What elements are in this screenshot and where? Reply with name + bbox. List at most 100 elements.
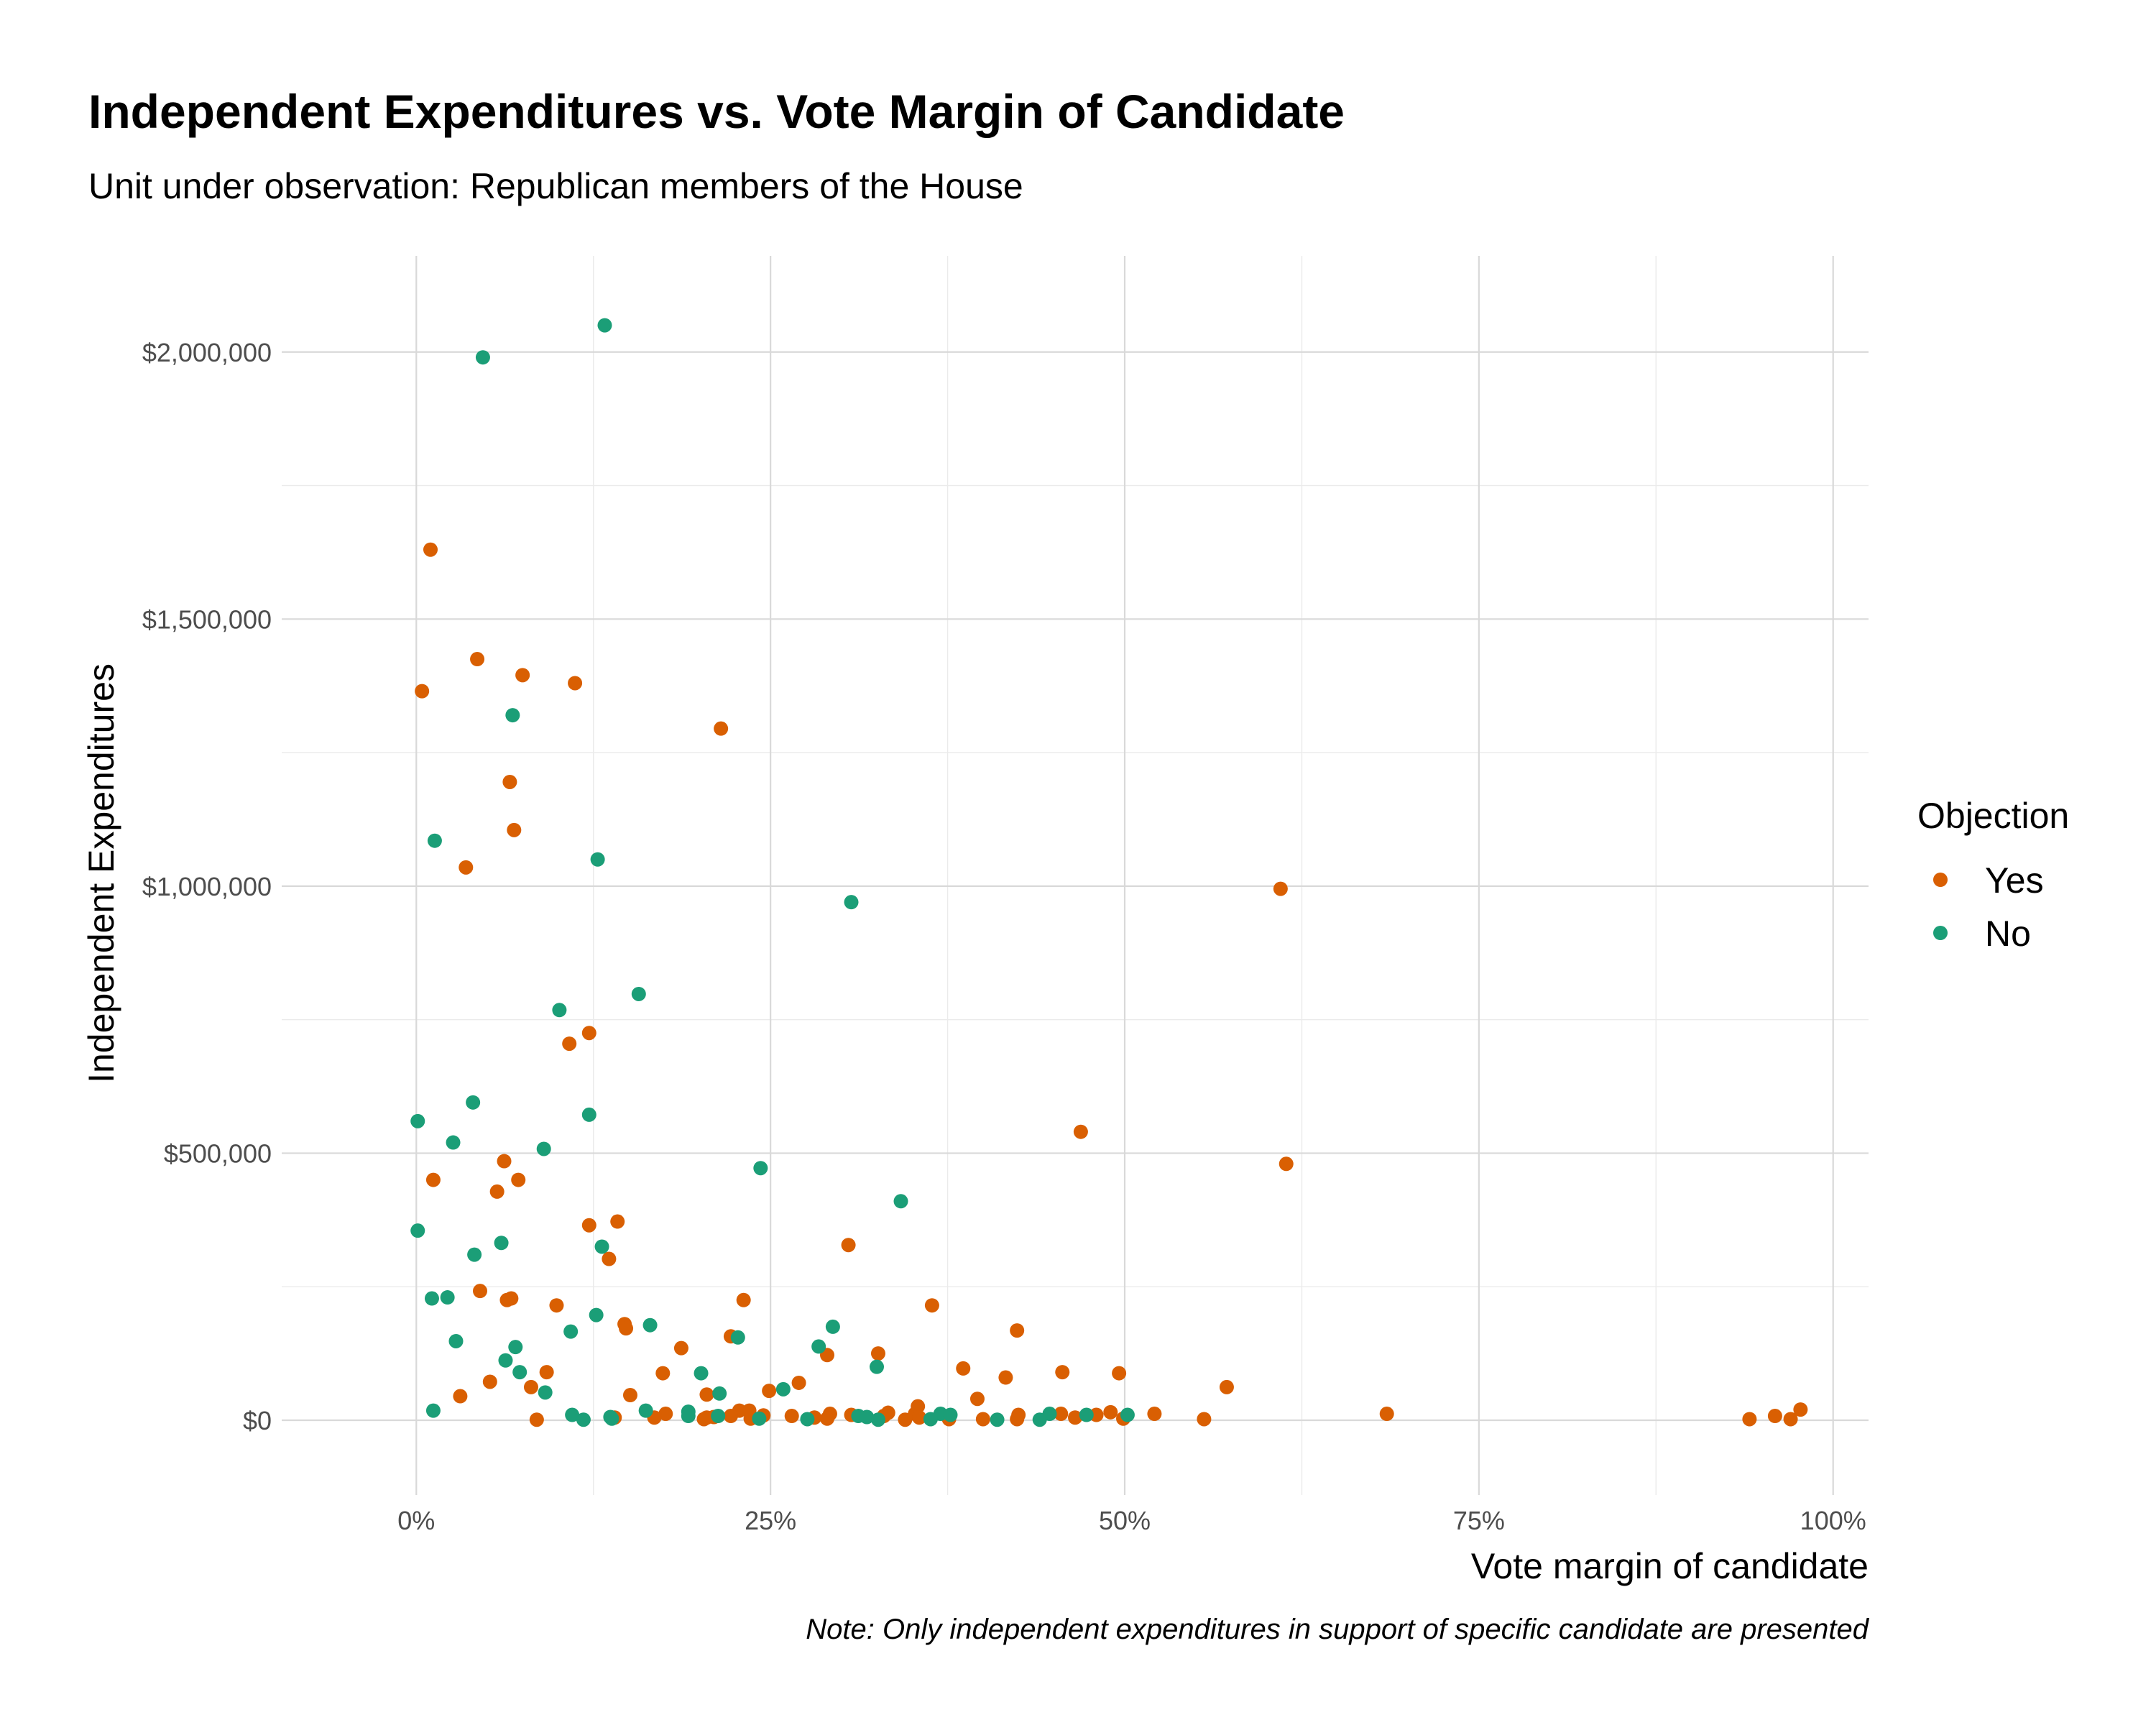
y-tick-label: $2,000,000 — [142, 338, 272, 367]
legend: Objection Yes No — [1917, 796, 2069, 954]
scatter-point-yes — [523, 1379, 538, 1394]
scatter-point-no — [594, 1239, 609, 1254]
scatter-point-yes — [736, 1292, 751, 1307]
scatter-point-no — [425, 1403, 441, 1418]
scatter-point-yes — [473, 1284, 487, 1299]
scatter-point-yes — [820, 1411, 834, 1426]
scatter-point-no — [589, 1307, 604, 1322]
scatter-point-yes — [1197, 1412, 1212, 1427]
scatter-point-yes — [784, 1409, 799, 1424]
scatter-point-yes — [568, 676, 583, 691]
scatter-point-no — [563, 1324, 579, 1339]
scatter-point-no — [597, 318, 612, 333]
x-tick-label: 0% — [397, 1506, 435, 1535]
legend-label-no: No — [1985, 914, 2031, 954]
scatter-point-no — [893, 1194, 908, 1209]
scatter-point-no — [576, 1412, 591, 1427]
scatter-point-yes — [912, 1410, 927, 1425]
scatter-point-no — [448, 1333, 464, 1348]
scatter-point-yes — [673, 1340, 688, 1356]
scatter-point-yes — [1073, 1124, 1088, 1139]
scatter-point-yes — [502, 774, 517, 789]
scatter-point-no — [424, 1291, 439, 1306]
scatter-point-yes — [998, 1370, 1013, 1385]
scatter-point-yes — [1742, 1412, 1757, 1427]
scatter-point-yes — [1068, 1410, 1082, 1425]
scatter-point-no — [638, 1403, 653, 1418]
scatter-point-yes — [1010, 1412, 1025, 1427]
scatter-point-yes — [619, 1321, 634, 1336]
scatter-point-yes — [581, 1218, 596, 1233]
scatter-point-yes — [562, 1036, 577, 1052]
scatter-point-yes — [482, 1374, 497, 1389]
chart-title: Independent Expenditures vs. Vote Margin… — [88, 85, 1345, 138]
y-axis-title: Independent Expenditures — [81, 663, 121, 1083]
y-tick-label: $0 — [243, 1406, 272, 1435]
scatter-point-no — [410, 1223, 425, 1238]
y-axis-ticks: $0 $500,000 $1,000,000 $1,500,000 $2,000,000 — [142, 338, 272, 1435]
scatter-point-yes — [515, 668, 530, 683]
x-tick-label: 75% — [1453, 1506, 1505, 1535]
scatter-point-yes — [1054, 1407, 1069, 1422]
scatter-point-no — [466, 1095, 481, 1110]
scatter-point-no — [870, 1359, 884, 1374]
y-tick-label: $1,500,000 — [142, 604, 272, 634]
chart-caption: Note: Only independent expenditures in s… — [806, 1614, 1869, 1645]
scatter-point-no — [694, 1366, 709, 1381]
legend-key-no — [1933, 926, 1948, 940]
scatter-point-no — [775, 1381, 791, 1397]
scatter-point-no — [860, 1409, 875, 1425]
scatter-point-yes — [549, 1298, 564, 1313]
scatter-point-no — [505, 708, 520, 723]
scatter-point-no — [1120, 1407, 1135, 1422]
y-tick-label: $1,000,000 — [142, 872, 272, 901]
scatter-point-yes — [841, 1238, 856, 1253]
scatter-point-yes — [539, 1365, 554, 1380]
scatter-point-no — [825, 1319, 840, 1334]
scatter-point-no — [730, 1330, 745, 1345]
scatter-point-yes — [898, 1412, 913, 1427]
scatter-point-yes — [723, 1409, 738, 1424]
scatter-point-no — [1032, 1412, 1047, 1427]
scatter-point-yes — [1273, 881, 1288, 896]
scatter-point-no — [498, 1353, 513, 1368]
scatter-point-yes — [1010, 1323, 1025, 1338]
scatter-point-yes — [602, 1251, 617, 1266]
scatter-point-no — [536, 1141, 551, 1156]
scatter-point-no — [753, 1161, 768, 1176]
scatter-point-no — [446, 1135, 461, 1150]
x-tick-label: 50% — [1099, 1506, 1151, 1535]
y-tick-label: $500,000 — [164, 1138, 272, 1168]
x-tick-label: 100% — [1800, 1506, 1866, 1535]
x-axis-ticks: 0% 25% 50% 75% 100% — [397, 1506, 1866, 1535]
scatter-point-no — [990, 1412, 1005, 1427]
major-gridlines — [282, 256, 1869, 1495]
scatter-point-yes — [1767, 1409, 1782, 1424]
scatter-point-no — [631, 986, 646, 1001]
scatter-point-yes — [423, 542, 438, 557]
scatter-point-no — [870, 1412, 885, 1427]
scatter-point-yes — [924, 1298, 939, 1313]
scatter-point-no — [475, 350, 490, 365]
scatter-point-no — [923, 1412, 938, 1427]
legend-items: Yes No — [1933, 860, 2044, 954]
scatter-point-no — [410, 1113, 425, 1128]
x-axis-title: Vote margin of candidate — [1471, 1546, 1869, 1586]
legend-label-yes: Yes — [1985, 860, 2044, 901]
scatter-point-no — [565, 1407, 580, 1422]
scatter-point-yes — [1379, 1407, 1394, 1422]
scatter-point-yes — [1279, 1156, 1294, 1172]
scatter-point-yes — [622, 1388, 637, 1403]
scatter-point-no — [844, 895, 859, 910]
scatter-point-yes — [975, 1412, 990, 1427]
scatter-point-yes — [1147, 1407, 1162, 1422]
scatter-point-no — [427, 833, 442, 848]
scatter-point-yes — [415, 684, 430, 699]
scatter-point-no — [581, 1107, 596, 1122]
scatter-point-no — [800, 1412, 815, 1427]
scatter-point-yes — [1055, 1365, 1070, 1380]
scatter-point-yes — [529, 1412, 544, 1427]
scatter-point-yes — [453, 1389, 468, 1404]
scatter-point-yes — [610, 1214, 625, 1229]
